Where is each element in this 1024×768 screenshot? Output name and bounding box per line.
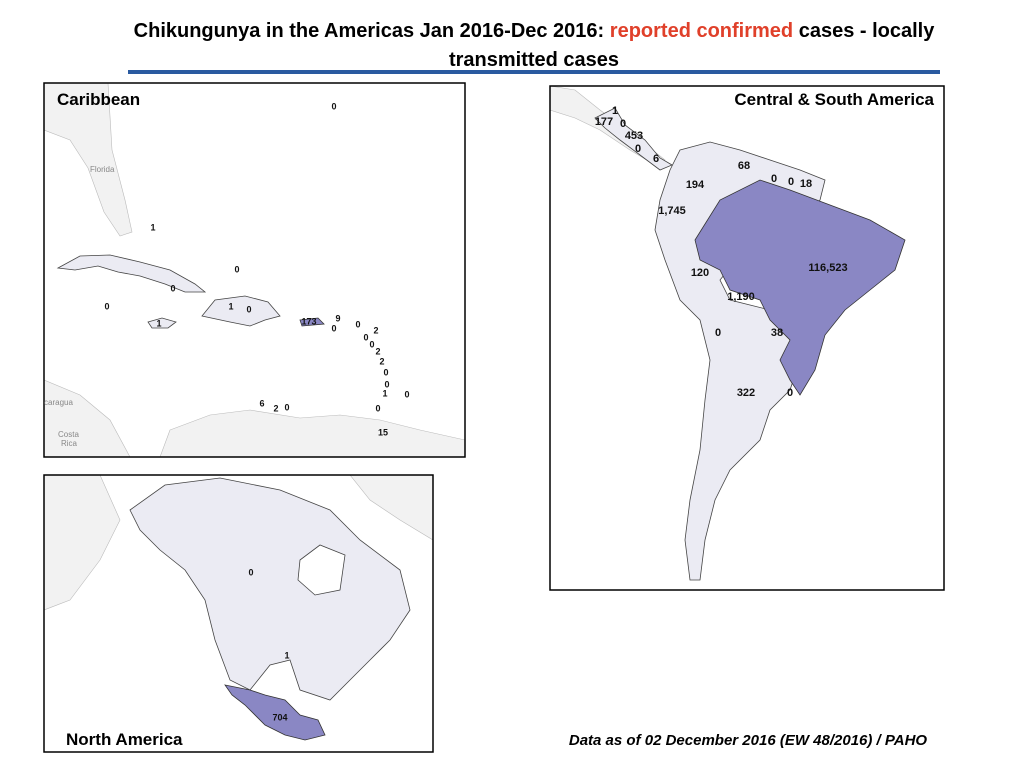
south-america-map	[550, 86, 906, 581]
footnote: Data as of 02 December 2016 (EW 48/2016)…	[569, 732, 928, 749]
caribbean-frame	[43, 82, 466, 458]
case-count: 0	[284, 402, 289, 412]
case-count: 38	[771, 327, 783, 339]
case-count: 68	[738, 160, 750, 172]
puerto-rico	[299, 317, 325, 327]
case-count: 120	[691, 267, 709, 279]
case-count: 2	[273, 403, 278, 413]
case-count: 0	[383, 367, 388, 377]
south-america	[159, 409, 465, 457]
panel-title: Central & South America	[734, 90, 934, 109]
case-count: 0	[635, 143, 641, 155]
case-count: 453	[625, 130, 643, 142]
case-count: 177	[595, 116, 613, 128]
north-america-frame	[43, 474, 434, 753]
cuba	[56, 254, 207, 293]
case-count: 6	[259, 398, 264, 408]
case-count: 0	[404, 389, 409, 399]
case-count: 0	[331, 101, 336, 111]
case-count: 9	[335, 313, 340, 323]
place-name: Florida	[90, 165, 115, 174]
case-count: 0	[369, 339, 374, 349]
case-count: 1	[150, 222, 155, 232]
case-count: 2	[373, 325, 378, 335]
brazil	[694, 179, 906, 396]
mexico	[224, 684, 326, 741]
case-count: 15	[378, 427, 388, 437]
case-count: 0	[715, 327, 721, 339]
title-highlight: reported confirmed	[610, 20, 793, 42]
case-count: 173	[301, 316, 316, 326]
case-count: 704	[272, 712, 287, 722]
north-america-map	[44, 475, 433, 741]
caribbean-map	[44, 83, 465, 457]
case-count: 116,523	[808, 262, 847, 274]
case-count: 322	[737, 387, 755, 399]
case-count: 0	[363, 332, 368, 342]
case-count: 0	[248, 567, 253, 577]
case-count: 0	[620, 118, 626, 130]
florida	[44, 83, 133, 237]
title-line-1: Chikungunya in the Americas Jan 2016-Dec…	[134, 20, 936, 42]
canada-us	[129, 477, 411, 701]
case-count: 194	[686, 179, 705, 191]
central-america	[44, 379, 131, 457]
hispaniola	[201, 295, 281, 327]
case-count: 1	[284, 650, 289, 660]
case-count: 2	[379, 356, 384, 366]
case-count: 0	[234, 264, 239, 274]
title-part: Chikungunya in the Americas Jan 2016-Dec…	[134, 20, 610, 42]
place-name: Rica	[61, 439, 78, 448]
case-count: 0	[771, 173, 777, 185]
case-count: 0	[787, 387, 793, 399]
case-count: 1	[382, 388, 387, 398]
case-count: 0	[331, 323, 336, 333]
south-america-frame	[549, 85, 945, 591]
place-name: Costa	[58, 430, 79, 439]
case-count: 0	[170, 283, 175, 293]
title-line-2: transmitted cases	[449, 49, 619, 71]
case-count: 0	[355, 319, 360, 329]
central-america	[594, 107, 673, 171]
hudson-bay	[297, 544, 346, 596]
case-count: 1,745	[658, 205, 686, 217]
panel-title: Caribbean	[57, 90, 140, 109]
case-count: 0	[375, 403, 380, 413]
case-count: 6	[653, 153, 659, 165]
case-count: 1	[228, 301, 233, 311]
title-part: cases - locally	[793, 20, 935, 42]
case-count: 0	[788, 176, 794, 188]
case-count: 1	[612, 105, 618, 117]
north-america-labels: 0 1 704	[248, 567, 289, 722]
case-count: 18	[800, 178, 812, 190]
jamaica	[147, 317, 177, 329]
case-count: 1	[156, 318, 161, 328]
case-count: 1,190	[727, 291, 755, 303]
west-edge	[44, 475, 121, 611]
case-count: 0	[104, 301, 109, 311]
case-count: 0	[384, 379, 389, 389]
greenland	[349, 475, 433, 541]
case-count: 0	[246, 304, 251, 314]
case-count: 2	[375, 346, 380, 356]
place-name: caragua	[44, 398, 73, 407]
panel-title: North America	[66, 730, 183, 749]
